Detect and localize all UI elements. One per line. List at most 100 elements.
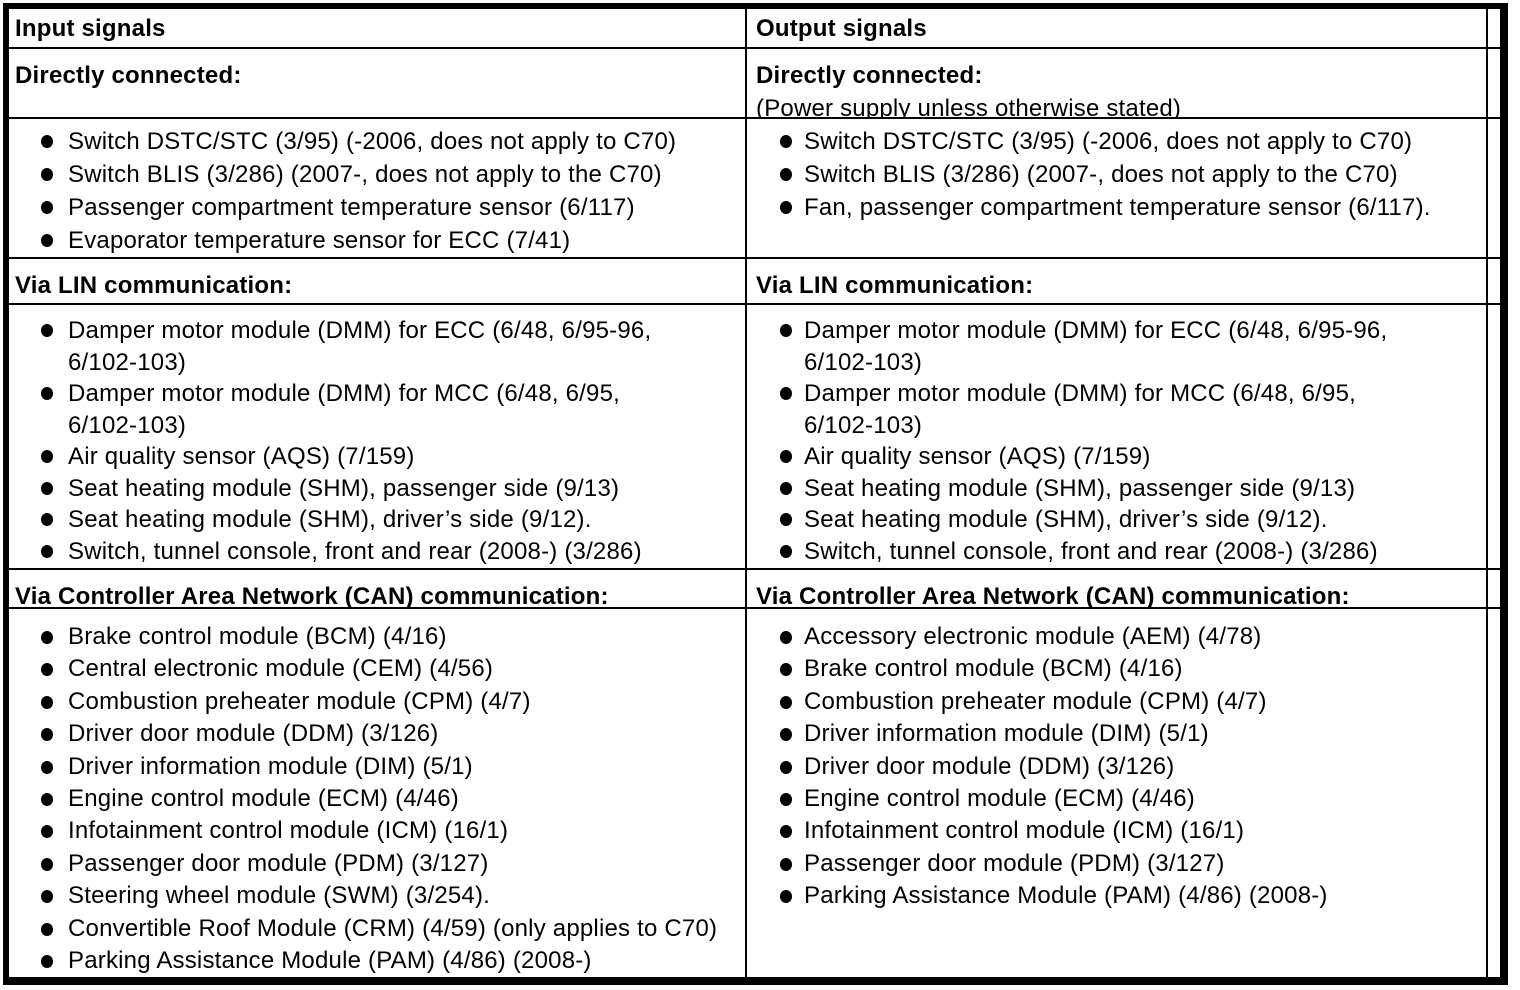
list-item-text: Driver information module (DIM) (5/1) — [68, 752, 473, 780]
list-item-text: Switch BLIS (3/286) (2007-, does not app… — [804, 161, 1398, 188]
list-item: Infotainment control module (ICM) (16/1) — [756, 815, 1486, 847]
list-item-text: Convertible Roof Module (CRM) (4/59) (on… — [68, 914, 718, 942]
list-item: Switch, tunnel console, front and rear (… — [15, 536, 745, 568]
input-directly-connected-title-cell: Directly connected: — [9, 47, 745, 117]
section-title: Directly connected: — [15, 62, 242, 89]
bullet-icon — [41, 324, 53, 337]
list-item: Seat heating module (SHM), passenger sid… — [15, 473, 745, 505]
bullet-icon — [780, 324, 792, 337]
list-item: Driver door module (DDM) (3/126) — [756, 751, 1486, 783]
bullet-icon — [780, 387, 792, 400]
bullet-icon — [41, 631, 53, 644]
list-item-text: Parking Assistance Module (PAM) (4/86) (… — [68, 947, 592, 975]
list-item-text: Seat heating module (SHM), passenger sid… — [804, 474, 1356, 502]
output-directly-connected-title-cell: Directly connected: (Power supply unless… — [745, 47, 1486, 117]
list-item-text: Damper motor module (DMM) for MCC (6/48,… — [68, 380, 621, 439]
list-item: Fan, passenger compartment temperature s… — [756, 191, 1486, 224]
list-item-text: Switch DSTC/STC (3/95) (-2006, does not … — [68, 128, 677, 155]
list-item-text: Parking Assistance Module (PAM) (4/86) (… — [804, 882, 1328, 910]
bullet-icon — [41, 695, 53, 709]
list-item-text: Engine control module (ECM) (4/46) — [68, 785, 459, 813]
list-item-text: Combustion preheater module (CPM) (4/7) — [68, 687, 531, 715]
bullet-icon — [780, 135, 792, 148]
list-item: Passenger door module (PDM) (3/127) — [15, 848, 745, 880]
list-item-text: Seat heating module (SHM), driver’s side… — [68, 506, 592, 533]
input-can-list: Brake control module (BCM) (4/16) Centra… — [15, 621, 745, 977]
bullet-icon — [780, 890, 792, 904]
input-signals-header: Input signals — [15, 15, 166, 42]
list-item-text: Passenger door module (PDM) (3/127) — [804, 849, 1225, 877]
bullet-icon — [780, 168, 792, 181]
output-directly-connected-list-cell: Switch DSTC/STC (3/95) (-2006, does not … — [745, 117, 1486, 257]
list-item: Infotainment control module (ICM) (16/1) — [15, 815, 745, 847]
output-can-title-cell: Via Controller Area Network (CAN) commun… — [745, 568, 1486, 607]
output-lin-list: Damper motor module (DMM) for ECC (6/48,… — [756, 315, 1486, 567]
list-item: Engine control module (ECM) (4/46) — [15, 783, 745, 815]
list-item-text: Passenger door module (PDM) (3/127) — [68, 849, 489, 877]
list-item-text: Combustion preheater module (CPM) (4/7) — [804, 687, 1267, 715]
list-item-text: Switch, tunnel console, front and rear (… — [804, 537, 1378, 565]
bullet-icon — [41, 760, 53, 774]
list-item-text: Damper motor module (DMM) for MCC (6/48,… — [804, 380, 1357, 439]
bullet-icon — [780, 450, 792, 463]
bullet-icon — [780, 760, 792, 774]
gutter-cell — [1486, 607, 1500, 977]
bullet-icon — [41, 135, 53, 148]
list-item: Seat heating module (SHM), driver’s side… — [15, 504, 745, 536]
list-item-text: Brake control module (BCM) (4/16) — [804, 655, 1183, 683]
list-item: Central electronic module (CEM) (4/56) — [15, 653, 745, 685]
list-item: Driver door module (DDM) (3/126) — [15, 718, 745, 750]
list-item-text: Air quality sensor (AQS) (7/159) — [804, 443, 1151, 470]
output-lin-title-cell: Via LIN communication: — [745, 257, 1486, 303]
bullet-icon — [41, 168, 53, 181]
section-title: Via LIN communication: — [15, 272, 293, 299]
bullet-icon — [780, 544, 792, 558]
list-item: Passenger compartment temperature sensor… — [15, 191, 745, 224]
section-title: Via Controller Area Network (CAN) commun… — [756, 583, 1350, 607]
list-item: Switch DSTC/STC (3/95) (-2006, does not … — [756, 125, 1486, 158]
bullet-icon — [41, 234, 53, 247]
list-item-text: Steering wheel module (SWM) (3/254). — [68, 882, 491, 910]
bullet-icon — [780, 663, 792, 677]
gutter-cell — [1486, 9, 1500, 47]
output-can-list: Accessory electronic module (AEM) (4/78)… — [756, 621, 1486, 913]
list-item: Parking Assistance Module (PAM) (4/86) (… — [15, 945, 745, 977]
list-item: Engine control module (ECM) (4/46) — [756, 783, 1486, 815]
list-item-text: Infotainment control module (ICM) (16/1) — [68, 817, 509, 845]
list-item-text: Accessory electronic module (AEM) (4/78) — [804, 623, 1262, 650]
list-item-text: Switch DSTC/STC (3/95) (-2006, does not … — [804, 128, 1413, 155]
bullet-icon — [780, 728, 792, 742]
list-item: Seat heating module (SHM), passenger sid… — [756, 473, 1486, 505]
list-item-text: Driver information module (DIM) (5/1) — [804, 720, 1209, 748]
input-lin-list: Damper motor module (DMM) for ECC (6/48,… — [15, 315, 745, 567]
section-title: Directly connected: — [756, 62, 983, 89]
list-item: Switch, tunnel console, front and rear (… — [756, 536, 1486, 568]
input-directly-connected-list-cell: Switch DSTC/STC (3/95) (-2006, does not … — [9, 117, 745, 257]
list-item-text: Driver door module (DDM) (3/126) — [804, 752, 1175, 780]
input-can-title-cell: Via Controller Area Network (CAN) commun… — [9, 568, 745, 607]
bullet-icon — [780, 857, 792, 871]
section-title: Via LIN communication: — [756, 272, 1034, 299]
list-item-text: Damper motor module (DMM) for ECC (6/48,… — [804, 317, 1388, 376]
bullet-icon — [41, 922, 53, 936]
input-lin-title-cell: Via LIN communication: — [9, 257, 745, 303]
gutter-cell — [1486, 117, 1500, 257]
section-title: Via Controller Area Network (CAN) commun… — [15, 583, 609, 607]
bullet-icon — [780, 201, 792, 214]
bullet-icon — [41, 387, 53, 400]
list-item: Switch BLIS (3/286) (2007-, does not app… — [15, 158, 745, 191]
bullet-icon — [780, 631, 792, 644]
list-item: Steering wheel module (SWM) (3/254). — [15, 880, 745, 912]
list-item: Air quality sensor (AQS) (7/159) — [756, 441, 1486, 473]
gutter-cell — [1486, 257, 1500, 303]
list-item-text: Switch BLIS (3/286) (2007-, does not app… — [68, 161, 662, 188]
bullet-icon — [41, 450, 53, 463]
list-item-text: Engine control module (ECM) (4/46) — [804, 785, 1195, 813]
list-item: Parking Assistance Module (PAM) (4/86) (… — [756, 880, 1486, 912]
bullet-icon — [780, 513, 792, 526]
list-item: Combustion preheater module (CPM) (4/7) — [756, 686, 1486, 718]
list-item: Air quality sensor (AQS) (7/159) — [15, 441, 745, 473]
list-item: Driver information module (DIM) (5/1) — [756, 718, 1486, 750]
io-signals-table: Input signals Output signals Directly co… — [3, 3, 1508, 985]
output-directly-connected-list: Switch DSTC/STC (3/95) (-2006, does not … — [756, 125, 1486, 224]
